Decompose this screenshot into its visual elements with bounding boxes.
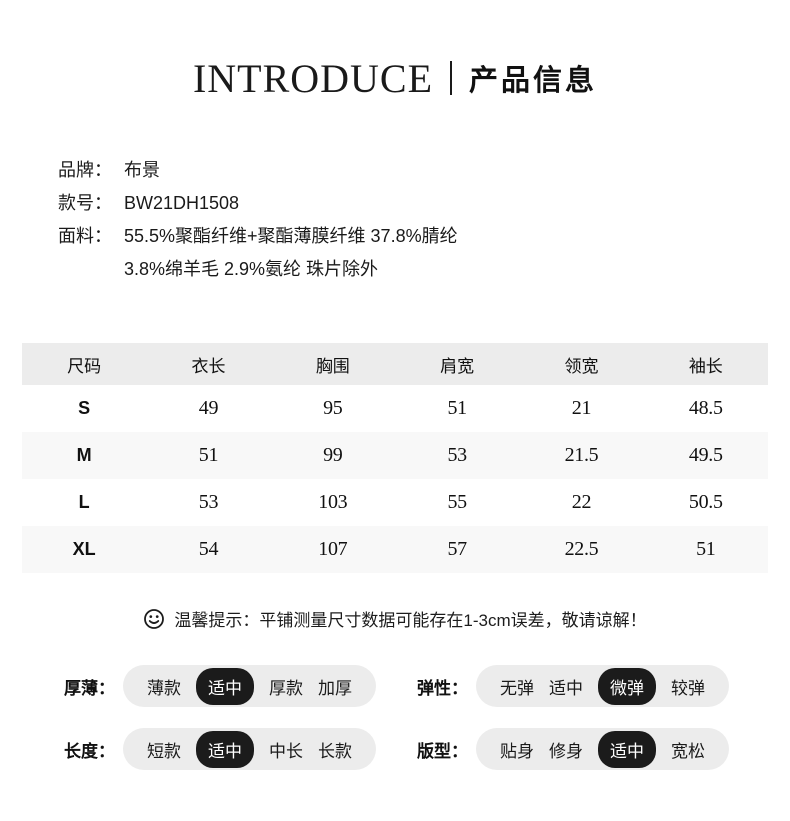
options-row-1: 厚薄： 薄款 适中 厚款 加厚 弹性： 无弹 适中 微弹 较弹 — [64, 665, 790, 707]
cell-bust: 107 — [318, 538, 348, 560]
cell-length: 53 — [198, 491, 219, 513]
size-chart-table: 尺码 衣长 胸围 肩宽 领宽 袖长 S 49 95 51 21 48.5 M 5… — [22, 343, 768, 573]
header-title-en: INTRODUCE — [192, 55, 434, 101]
brand-value: 布景 — [124, 160, 160, 180]
thickness-option-thick[interactable]: 厚款 — [269, 678, 303, 698]
table-row-l: L 53 103 55 22 50.5 — [22, 479, 768, 526]
length-option-mid-long[interactable]: 中长 — [269, 741, 303, 761]
product-info-page: INTRODUCE 产品信息 品牌： 布景 款号： BW21DH1508 面料：… — [0, 56, 790, 821]
header-divider — [450, 61, 453, 95]
attr-group-elasticity: 弹性： 无弹 适中 微弹 较弹 — [417, 665, 790, 707]
fit-pill-group: 贴身 修身 适中 宽松 — [476, 728, 729, 770]
fit-option-tight[interactable]: 贴身 — [500, 741, 534, 761]
section-header: INTRODUCE 产品信息 — [0, 55, 790, 101]
length-option-short[interactable]: 短款 — [147, 741, 181, 761]
cell-length: 54 — [198, 538, 219, 560]
style-number-label: 款号： — [58, 193, 112, 213]
header-title-zh: 产品信息 — [469, 65, 598, 97]
cell-shoulder: 57 — [447, 538, 467, 560]
col-header-length: 衣长 — [146, 343, 271, 385]
thickness-option-medium[interactable]: 适中 — [196, 667, 254, 705]
measurement-tip: 温馨提示：平铺测量尺寸数据可能存在1-3cm误差，敬请谅解！ — [0, 606, 790, 631]
length-option-medium[interactable]: 适中 — [196, 730, 254, 768]
cell-size: XL — [72, 539, 96, 559]
attr-group-length: 长度： 短款 适中 中长 长款 — [64, 728, 417, 770]
fit-label: 版型： — [417, 741, 468, 761]
cell-size: L — [78, 492, 90, 512]
cell-sleeve: 48.5 — [688, 397, 723, 419]
cell-bust: 99 — [323, 444, 343, 466]
col-header-shoulder: 肩宽 — [394, 343, 520, 385]
col-header-size: 尺码 — [22, 343, 147, 385]
cell-shoulder: 51 — [447, 397, 467, 419]
length-option-long[interactable]: 长款 — [318, 741, 352, 761]
attribute-options: 厚薄： 薄款 适中 厚款 加厚 弹性： 无弹 适中 微弹 较弹 — [64, 665, 790, 770]
thickness-option-extra-thick[interactable]: 加厚 — [318, 678, 352, 698]
cell-sleeve: 49.5 — [688, 444, 723, 466]
style-number-value: BW21DH1508 — [124, 193, 240, 213]
cell-neck: 21.5 — [564, 444, 599, 466]
cell-sleeve: 50.5 — [688, 491, 723, 513]
brand-label: 品牌： — [58, 160, 112, 180]
cell-neck: 22 — [571, 491, 592, 513]
info-row-style-number: 款号： BW21DH1508 — [58, 187, 790, 220]
options-row-2: 长度： 短款 适中 中长 长款 版型： 贴身 修身 适中 宽松 — [64, 728, 790, 770]
attr-group-fit: 版型： 贴身 修身 适中 宽松 — [417, 728, 790, 770]
product-info-block: 品牌： 布景 款号： BW21DH1508 面料： 55.5%聚酯纤维+聚酯薄膜… — [58, 154, 790, 286]
cell-shoulder: 53 — [447, 444, 467, 466]
cell-shoulder: 55 — [447, 491, 467, 513]
cell-size: M — [76, 445, 92, 465]
elasticity-option-high[interactable]: 较弹 — [671, 678, 705, 698]
table-row-s: S 49 95 51 21 48.5 — [22, 385, 768, 432]
cell-length: 51 — [198, 444, 219, 466]
fit-option-loose[interactable]: 宽松 — [671, 741, 705, 761]
fabric-line-2: 3.8%绵羊毛 2.9%氨纶 珠片除外 — [124, 259, 379, 279]
fit-option-slim[interactable]: 修身 — [549, 741, 583, 761]
table-row-xl: XL 54 107 57 22.5 51 — [22, 526, 768, 573]
elasticity-option-slight[interactable]: 微弹 — [598, 667, 656, 705]
cell-length: 49 — [198, 397, 219, 419]
fit-option-regular[interactable]: 适中 — [598, 730, 656, 768]
measurement-tip-text: 温馨提示：平铺测量尺寸数据可能存在1-3cm误差，敬请谅解！ — [174, 611, 647, 630]
col-header-sleeve: 袖长 — [643, 343, 768, 385]
col-header-bust: 胸围 — [270, 343, 395, 385]
cell-bust: 103 — [318, 491, 348, 513]
cell-bust: 95 — [323, 397, 343, 419]
thickness-option-thin[interactable]: 薄款 — [147, 678, 181, 698]
elasticity-option-medium[interactable]: 适中 — [549, 678, 583, 698]
length-label: 长度： — [64, 741, 115, 761]
cell-neck: 22.5 — [564, 538, 599, 560]
smiley-icon — [144, 608, 165, 629]
elasticity-option-none[interactable]: 无弹 — [500, 678, 534, 698]
table-row-m: M 51 99 53 21.5 49.5 — [22, 432, 768, 479]
fabric-value: 55.5%聚酯纤维+聚酯薄膜纤维 37.8%腈纶 3.8%绵羊毛 2.9%氨纶 … — [124, 220, 458, 286]
size-chart-header-row: 尺码 衣长 胸围 肩宽 领宽 袖长 — [22, 343, 768, 385]
col-header-neck: 领宽 — [519, 343, 644, 385]
fabric-line-1: 55.5%聚酯纤维+聚酯薄膜纤维 37.8%腈纶 — [124, 226, 458, 246]
thickness-label: 厚薄： — [64, 678, 115, 698]
cell-size: S — [78, 398, 91, 418]
cell-sleeve: 51 — [696, 538, 716, 560]
elasticity-pill-group: 无弹 适中 微弹 较弹 — [476, 665, 729, 707]
thickness-pill-group: 薄款 适中 厚款 加厚 — [123, 665, 376, 707]
length-pill-group: 短款 适中 中长 长款 — [123, 728, 376, 770]
info-row-fabric: 面料： 55.5%聚酯纤维+聚酯薄膜纤维 37.8%腈纶 3.8%绵羊毛 2.9… — [58, 220, 790, 286]
info-row-brand: 品牌： 布景 — [58, 154, 790, 187]
attr-group-thickness: 厚薄： 薄款 适中 厚款 加厚 — [64, 665, 417, 707]
elasticity-label: 弹性： — [417, 678, 468, 698]
cell-neck: 21 — [571, 397, 592, 419]
fabric-label: 面料： — [58, 226, 112, 246]
